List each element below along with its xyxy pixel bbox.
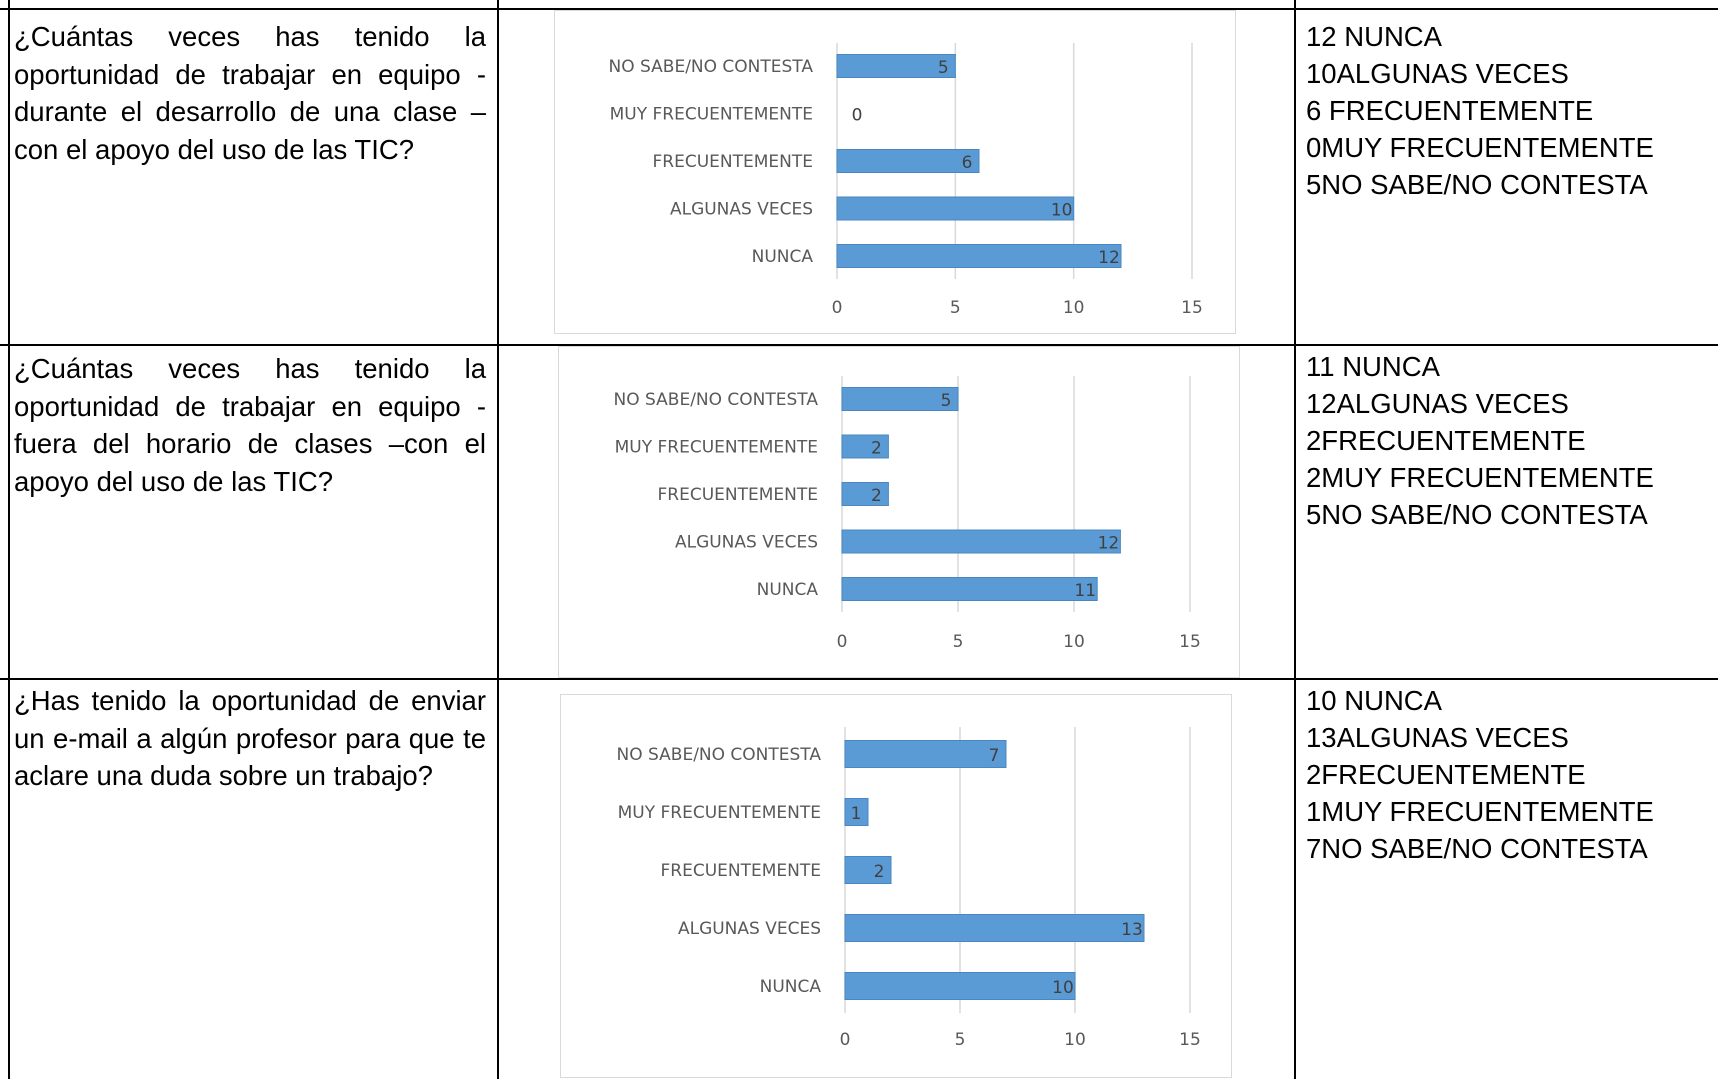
data-label: 10	[1052, 978, 1074, 998]
question-text: ¿Cuántas veces has tenido la oportunidad…	[14, 353, 486, 497]
answer-line: 12ALGUNAS VECES	[1306, 388, 1569, 419]
chart-cell: 0 5 10 15 NO SABE/NO CONTESTA 5 MUY FRECUENTEM…	[498, 346, 1282, 678]
answer-line: 10 NUNCA	[1306, 685, 1443, 716]
bar	[844, 856, 892, 884]
answer-line: 5NO SABE/NO CONTESTA	[1306, 499, 1648, 530]
bar	[844, 798, 869, 826]
table-row: ¿Cuántas veces has tenido la oportunidad…	[0, 10, 1718, 344]
table-row: ¿Cuántas veces has tenido la oportunidad…	[0, 346, 1718, 678]
bar	[841, 482, 889, 506]
answer-line: 0MUY FRECUENTEMENTE	[1306, 132, 1654, 163]
data-label: 2	[874, 862, 885, 882]
category-label: NUNCA	[757, 580, 819, 600]
category-label: ALGUNAS VECES	[675, 533, 818, 553]
chart-cell: 0 5 10 15 NO SABE/NO CONTESTA 7 MUY FRECUENTEM…	[498, 680, 1282, 1079]
table-row: ¿Has tenido la oportunidad de enviar un …	[0, 680, 1718, 1079]
bar	[836, 54, 956, 78]
answer-line: 11 NUNCA	[1306, 351, 1440, 382]
data-label: 5	[941, 391, 952, 411]
table-border-top	[0, 8, 1718, 10]
chart-frame: 0 5 10 15 NO SABE/NO CONTESTA 5 MUY FRECUENTEM…	[558, 346, 1240, 678]
x-tick-label: 5	[953, 632, 964, 652]
chart-2: 0 5 10 15 NO SABE/NO CONTESTA 5 MUY FRECUENTEM…	[614, 376, 1201, 652]
data-label: 5	[938, 58, 949, 78]
answer-line: 6 FRECUENTEMENTE	[1306, 95, 1594, 126]
answer-line: 2FRECUENTEMENTE	[1306, 425, 1586, 456]
data-label: 0	[852, 106, 863, 126]
answer-line: 12 NUNCA	[1306, 21, 1443, 52]
table-divider-1	[497, 0, 499, 1079]
data-label: 1	[851, 804, 862, 824]
category-label: MUY FRECUENTEMENTE	[610, 105, 813, 125]
x-tick-label: 10	[1063, 632, 1085, 652]
question-text: ¿Cuántas veces has tenido la oportunidad…	[14, 21, 486, 165]
data-label: 6	[962, 153, 973, 173]
data-label: 13	[1121, 920, 1143, 940]
category-label: NUNCA	[760, 977, 822, 997]
data-label: 12	[1098, 534, 1120, 554]
data-label: 7	[989, 746, 1000, 766]
data-label: 11	[1074, 581, 1096, 601]
x-tick-label: 15	[1179, 632, 1201, 652]
x-tick-label: 0	[837, 632, 848, 652]
bar	[841, 529, 1121, 554]
bar	[841, 577, 1098, 601]
chart-frame: 0 5 10 15 NO SABE/NO CONTESTA 7 MUY FRECUENTEM…	[560, 694, 1232, 1078]
category-label: NUNCA	[752, 247, 814, 267]
bar	[844, 972, 1076, 1000]
chart-1: 0 5 10 15 NO SABE/NO CONTESTA 5 MUY FRECUENTEM…	[609, 43, 1203, 318]
category-label: MUY FRECUENTEMENTE	[618, 803, 821, 823]
bar	[844, 740, 1007, 768]
answer-line: 10ALGUNAS VECES	[1306, 58, 1569, 89]
answer-summary: 10 NUNCA 13ALGUNAS VECES 2FRECUENTEMENTE…	[1306, 682, 1718, 867]
category-label: NO SABE/NO CONTESTA	[617, 745, 822, 765]
chart-frame: 0 5 10 15 NO SABE/NO CONTESTA 5 MUY FRECUENTEM…	[554, 10, 1236, 334]
category-label: ALGUNAS VECES	[670, 200, 813, 220]
category-label: NO SABE/NO CONTESTA	[609, 57, 814, 77]
bar	[841, 387, 959, 411]
question-text: ¿Has tenido la oportunidad de enviar un …	[14, 685, 486, 791]
table-row-divider-1	[0, 344, 1718, 346]
answer-line: 13ALGUNAS VECES	[1306, 722, 1569, 753]
data-label: 12	[1098, 248, 1120, 268]
category-label: FRECUENTEMENTE	[661, 861, 821, 881]
category-label: FRECUENTEMENTE	[653, 152, 813, 172]
data-label: 2	[871, 486, 882, 506]
table-divider-2	[1294, 0, 1296, 1079]
x-tick-label: 10	[1063, 298, 1085, 318]
answer-line: 5NO SABE/NO CONTESTA	[1306, 169, 1648, 200]
x-tick-label: 5	[955, 1030, 966, 1050]
x-tick-label: 5	[950, 298, 961, 318]
answer-line: 1MUY FRECUENTEMENTE	[1306, 796, 1654, 827]
category-label: ALGUNAS VECES	[678, 919, 821, 939]
x-tick-label: 0	[832, 298, 843, 318]
x-tick-label: 0	[840, 1030, 851, 1050]
chart-3: 0 5 10 15 NO SABE/NO CONTESTA 7 MUY FRECUENTEM…	[617, 727, 1201, 1050]
bar	[836, 244, 1122, 268]
category-label: NO SABE/NO CONTESTA	[614, 390, 819, 410]
x-tick-label: 10	[1064, 1030, 1086, 1050]
x-tick-label: 15	[1181, 298, 1203, 318]
answer-summary: 11 NUNCA 12ALGUNAS VECES 2FRECUENTEMENTE…	[1306, 348, 1718, 533]
bar	[836, 196, 1075, 221]
chart-cell: 0 5 10 15 NO SABE/NO CONTESTA 5 MUY FRECUENTEM…	[498, 10, 1282, 344]
table-border-left	[8, 0, 10, 1079]
answer-summary: 12 NUNCA 10ALGUNAS VECES 6 FRECUENTEMENT…	[1306, 18, 1718, 203]
table-row-divider-2	[0, 678, 1718, 680]
x-tick-label: 15	[1179, 1030, 1201, 1050]
bar	[836, 149, 980, 173]
answer-line: 2MUY FRECUENTEMENTE	[1306, 462, 1654, 493]
category-label: MUY FRECUENTEMENTE	[615, 438, 818, 458]
data-label: 2	[871, 439, 882, 459]
answer-line: 2FRECUENTEMENTE	[1306, 759, 1586, 790]
answer-line: 7NO SABE/NO CONTESTA	[1306, 833, 1648, 864]
bar	[841, 434, 889, 459]
data-label: 10	[1051, 201, 1073, 221]
category-label: FRECUENTEMENTE	[658, 485, 818, 505]
bar	[844, 914, 1145, 942]
